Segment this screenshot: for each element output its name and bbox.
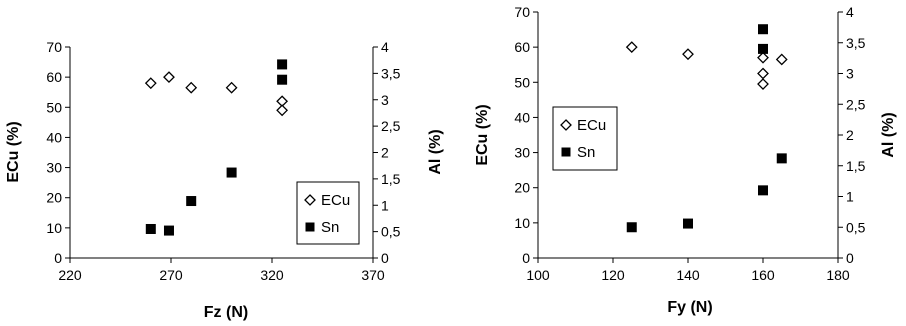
point-ecu xyxy=(185,81,198,94)
point-sn xyxy=(758,24,768,35)
legend-box xyxy=(552,106,618,171)
y-tick-label: 50 xyxy=(514,74,530,90)
point-sn xyxy=(226,167,237,178)
legend-label-sn: Sn xyxy=(577,144,595,161)
legend-label-ecu: ECu xyxy=(577,117,606,134)
point-sn xyxy=(186,196,197,207)
y2-tick-label: 1,5 xyxy=(846,158,866,174)
y2-tick-label: 4 xyxy=(846,4,854,20)
y-tick-label: 70 xyxy=(514,4,530,20)
legend-marker-ecu xyxy=(304,194,316,206)
point-ecu xyxy=(757,78,769,90)
point-sn xyxy=(277,74,288,85)
y2-tick-label: 1 xyxy=(846,189,854,205)
legend-marker-ecu xyxy=(560,119,572,131)
x-tick-label: 320 xyxy=(260,267,284,283)
legend-marker-sn xyxy=(305,222,315,232)
point-sn xyxy=(277,59,288,70)
point-sn xyxy=(626,222,637,233)
legend-label-sn: Sn xyxy=(321,219,339,236)
point-ecu xyxy=(163,71,175,84)
x-tick-label: 370 xyxy=(361,267,385,283)
y2-tick-label: 0,5 xyxy=(846,219,866,235)
chart-fz: 0 10 20 30 40 50 60 70 0 0,5 1 1,5 2 2,5 3 3,5 4 220 270 32… xyxy=(5,39,444,321)
y-tick-label: 40 xyxy=(46,129,62,145)
legend-box xyxy=(296,181,360,245)
point-ecu xyxy=(225,81,238,94)
y2-tick-label: 0 xyxy=(846,250,854,266)
y2-tick-label: 2 xyxy=(846,127,854,143)
x-tick-label: 100 xyxy=(526,267,550,283)
y-axis-label: ECu (%) xyxy=(474,104,491,165)
point-ecu xyxy=(276,104,289,117)
y2-axis-label: Al (%) xyxy=(880,112,897,157)
chart-fy: 0 10 20 30 40 50 60 70 0 0,5 1 1,5 2 2,5 3 3,5 4 100 120 14… xyxy=(474,4,897,316)
y-tick-label: 30 xyxy=(514,145,530,161)
y2-tick-label: 2,5 xyxy=(381,118,401,134)
y2-tick-label: 1,5 xyxy=(381,171,401,187)
point-sn xyxy=(683,218,693,229)
y-tick-label: 70 xyxy=(46,39,62,55)
y2-tick-label: 3 xyxy=(381,92,389,108)
y2-tick-label: 2,5 xyxy=(846,96,866,112)
y-tick-label: 60 xyxy=(514,39,530,55)
point-ecu xyxy=(625,41,638,54)
y-tick-label: 30 xyxy=(46,160,62,176)
x-axis-label: Fy (N) xyxy=(667,299,712,316)
y-tick-label: 0 xyxy=(522,250,530,266)
x-tick-label: 220 xyxy=(58,267,82,283)
y-axis-label: ECu (%) xyxy=(5,121,22,182)
y-tick-label: 20 xyxy=(514,180,530,196)
point-ecu xyxy=(682,48,694,61)
y-tick-label: 20 xyxy=(46,190,62,206)
y-tick-label: 0 xyxy=(54,250,62,266)
x-tick-label: 140 xyxy=(676,267,700,283)
x-tick-label: 160 xyxy=(751,267,775,283)
point-ecu xyxy=(757,67,769,80)
point-sn xyxy=(145,223,156,234)
y-tick-label: 40 xyxy=(514,109,530,125)
y2-tick-label: 2 xyxy=(381,145,389,161)
point-sn xyxy=(776,153,787,164)
y2-tick-label: 0 xyxy=(381,250,389,266)
y-tick-label: 60 xyxy=(46,69,62,85)
legend-label-ecu: ECu xyxy=(321,192,350,209)
point-sn xyxy=(758,43,768,54)
point-ecu xyxy=(757,51,769,64)
point-ecu xyxy=(775,53,788,66)
legend-marker-sn xyxy=(561,147,571,157)
y2-tick-label: 4 xyxy=(381,39,389,55)
y2-tick-label: 3,5 xyxy=(846,35,866,51)
y2-axis-label: Al (%) xyxy=(427,129,444,174)
y-tick-label: 10 xyxy=(46,220,62,236)
point-sn xyxy=(163,225,174,236)
point-sn xyxy=(758,185,768,196)
y2-tick-label: 3 xyxy=(846,66,854,82)
y-tick-label: 50 xyxy=(46,99,62,115)
x-axis-label: Fz (N) xyxy=(204,304,248,321)
point-ecu xyxy=(144,77,157,90)
x-tick-label: 270 xyxy=(159,267,183,283)
x-tick-label: 120 xyxy=(601,267,625,283)
y2-tick-label: 3,5 xyxy=(381,65,401,81)
y-tick-label: 10 xyxy=(514,215,530,231)
y2-tick-label: 1 xyxy=(381,197,389,213)
x-tick-label: 180 xyxy=(826,267,850,283)
y2-tick-label: 0,5 xyxy=(381,224,401,240)
